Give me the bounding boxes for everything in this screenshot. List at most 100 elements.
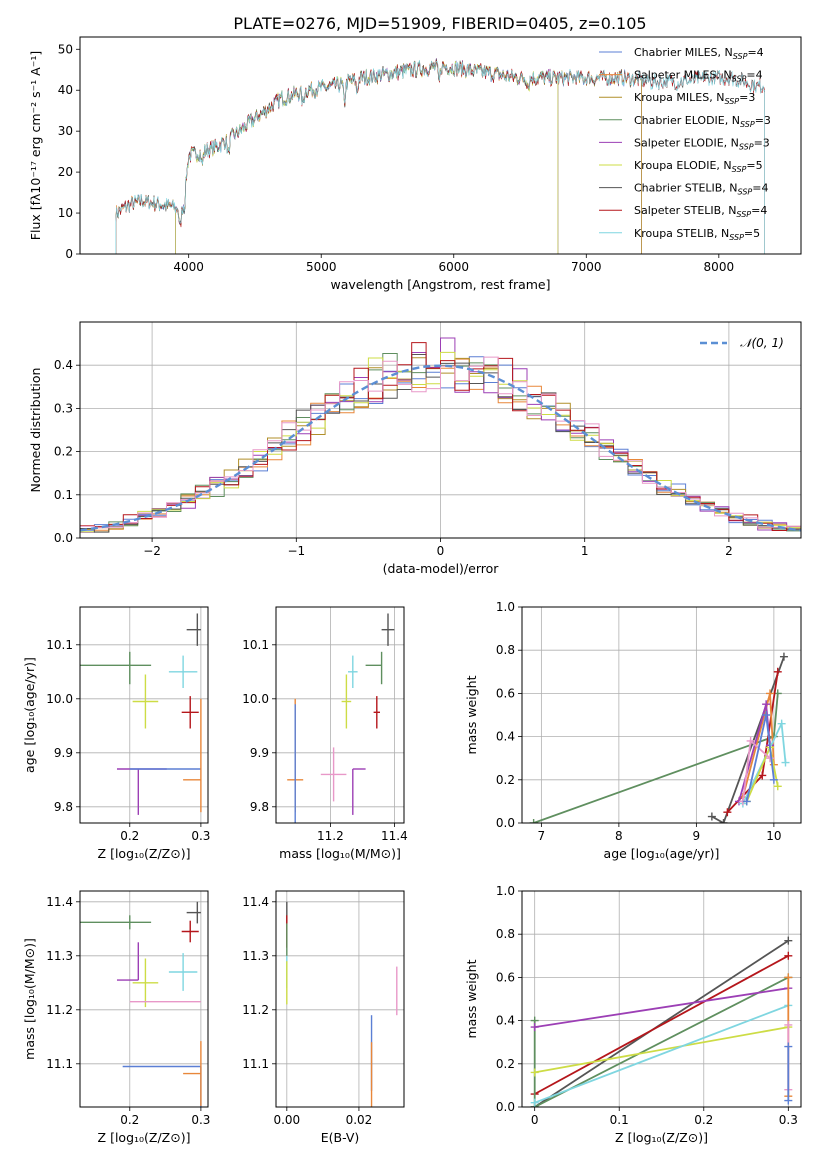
x-tick-label: 7000 bbox=[571, 260, 602, 274]
legend-sub: SSP bbox=[729, 233, 744, 242]
x-tick-label: 0.00 bbox=[273, 1113, 300, 1127]
weight-marker bbox=[529, 819, 538, 823]
axes-frame bbox=[275, 890, 405, 1108]
weight-marker bbox=[784, 973, 793, 982]
x-tick-label: 0.02 bbox=[346, 1113, 373, 1127]
legend-entry: Chabrier ELODIE, NSSP=3 bbox=[634, 114, 771, 129]
data-point-3 bbox=[341, 674, 352, 729]
y-tick-label: 10.0 bbox=[242, 692, 269, 706]
weight-marker bbox=[784, 951, 793, 960]
weight-marker bbox=[784, 1020, 793, 1029]
legend-text: Kroupa ELODIE, N bbox=[634, 159, 732, 172]
y-tick-label: 0.0 bbox=[496, 1100, 515, 1114]
axes-frame bbox=[79, 890, 209, 1108]
y-axis-label: age [log₁₀(age/yr)] bbox=[22, 657, 37, 773]
legend-sub: SSP bbox=[732, 75, 747, 84]
data-point-1 bbox=[80, 915, 152, 930]
x-tick-label: 5000 bbox=[306, 260, 337, 274]
spectrum-series-0 bbox=[115, 59, 642, 254]
axes-frame bbox=[521, 890, 802, 1108]
weight-line bbox=[533, 976, 789, 1107]
legend-sub: SSP bbox=[724, 97, 739, 106]
weight-marker bbox=[707, 812, 716, 821]
data-point-1 bbox=[365, 651, 383, 685]
y-tick-label: 9.9 bbox=[250, 746, 269, 760]
spectrum-series-3 bbox=[175, 59, 559, 254]
y-tick-label: 11.2 bbox=[46, 1003, 73, 1017]
legend-sub: SSP bbox=[739, 142, 754, 151]
y-tick-label: 11.3 bbox=[242, 949, 269, 963]
x-tick-label: 1 bbox=[581, 544, 589, 558]
weight-marker bbox=[758, 771, 767, 780]
weight-marker bbox=[769, 775, 778, 784]
legend-text: Salpeter MILES, N bbox=[634, 69, 732, 82]
axes-frame bbox=[79, 36, 802, 255]
y-tick-label: 9.8 bbox=[54, 800, 73, 814]
y-tick-label: 10 bbox=[58, 206, 73, 220]
legend-tail: =4 bbox=[747, 46, 763, 59]
x-tick-label: 8000 bbox=[704, 260, 735, 274]
x-axis-label: E(B-V) bbox=[321, 1130, 360, 1145]
weight-series-5 bbox=[530, 1001, 793, 1107]
y-tick-label: 11.2 bbox=[242, 1003, 269, 1017]
data-point-4 bbox=[373, 696, 380, 729]
x-tick-label: 11.2 bbox=[317, 829, 344, 843]
data-point-8 bbox=[183, 1041, 202, 1106]
y-tick-label: 0.6 bbox=[496, 970, 515, 984]
y-tick-label: 11.1 bbox=[46, 1057, 73, 1071]
y-axis-label: mass [log₁₀(M/M⊙)] bbox=[22, 938, 37, 1060]
panel-mass-vs-Z: 0.2 0.3 11.1 11.2 11.3 11.4 Z [log₁₀(Z/Z⊙)] mas… bbox=[22, 890, 210, 1145]
weight-series-8 bbox=[742, 711, 778, 806]
x-tick-label: 0.2 bbox=[120, 1113, 139, 1127]
x-tick-label: 11.4 bbox=[381, 829, 408, 843]
weight-marker bbox=[742, 797, 751, 806]
axes-frame bbox=[79, 321, 802, 539]
weight-series-4 bbox=[530, 1023, 793, 1077]
x-tick-label: 0.3 bbox=[191, 829, 210, 843]
data-point-6 bbox=[320, 747, 347, 802]
x-axis-label: Z [log₁₀(Z/Z⊙)] bbox=[98, 1130, 191, 1145]
legend-text: Chabrier STELIB, N bbox=[634, 182, 738, 195]
weight-series-0 bbox=[529, 689, 782, 823]
x-tick-label: 2 bbox=[725, 544, 733, 558]
weight-line bbox=[534, 1004, 789, 1104]
weight-line bbox=[534, 1026, 789, 1074]
spectrum-series-1 bbox=[115, 60, 642, 254]
legend-text: Chabrier MILES, N bbox=[634, 46, 733, 59]
y-tick-label: 0.1 bbox=[54, 488, 73, 502]
weight-marker bbox=[746, 736, 755, 745]
y-tick-label: 0.6 bbox=[496, 686, 515, 700]
legend-text: Kroupa MILES, N bbox=[634, 91, 724, 104]
weight-marker bbox=[773, 667, 782, 676]
weight-marker bbox=[530, 1098, 539, 1107]
x-axis-label: Z [log₁₀(Z/Z⊙)] bbox=[98, 846, 191, 861]
legend-tail: =5 bbox=[746, 159, 762, 172]
y-tick-label: 20 bbox=[58, 165, 73, 179]
weight-line bbox=[534, 939, 789, 1107]
legend-text: Salpeter ELODIE, N bbox=[634, 136, 739, 149]
weight-marker bbox=[719, 819, 728, 823]
y-tick-label: 0.4 bbox=[496, 730, 515, 744]
x-tick-label: 9 bbox=[693, 829, 701, 843]
y-tick-label: 0.4 bbox=[496, 1014, 515, 1028]
weight-series-0 bbox=[530, 936, 793, 1107]
weight-line bbox=[534, 987, 789, 1028]
legend-tail: =5 bbox=[744, 227, 760, 240]
legend-tail: =4 bbox=[752, 182, 768, 195]
data-point-0 bbox=[186, 901, 201, 924]
legend-entry: 𝒩(0, 1) bbox=[740, 336, 784, 350]
x-tick-label: 0.2 bbox=[694, 1113, 713, 1127]
x-tick-label: 0.3 bbox=[191, 1113, 210, 1127]
data-point-2 bbox=[348, 655, 358, 688]
legend-entry: Kroupa STELIB, NSSP=5 bbox=[634, 227, 760, 242]
x-tick-label: 6000 bbox=[438, 260, 469, 274]
y-axis-label: mass weight bbox=[464, 675, 479, 754]
y-tick-label: 10.1 bbox=[242, 638, 269, 652]
y-tick-label: 0.0 bbox=[496, 816, 515, 830]
weight-marker bbox=[762, 711, 771, 719]
panel-spectrum: 4000 5000 6000 7000 8000 0 10 20 30 40 50 wavelengt… bbox=[28, 36, 802, 292]
x-axis-label: mass [log₁₀(M/M⊙)] bbox=[279, 846, 401, 861]
weight-line bbox=[534, 955, 789, 1095]
legend-tail: =4 bbox=[751, 204, 767, 217]
